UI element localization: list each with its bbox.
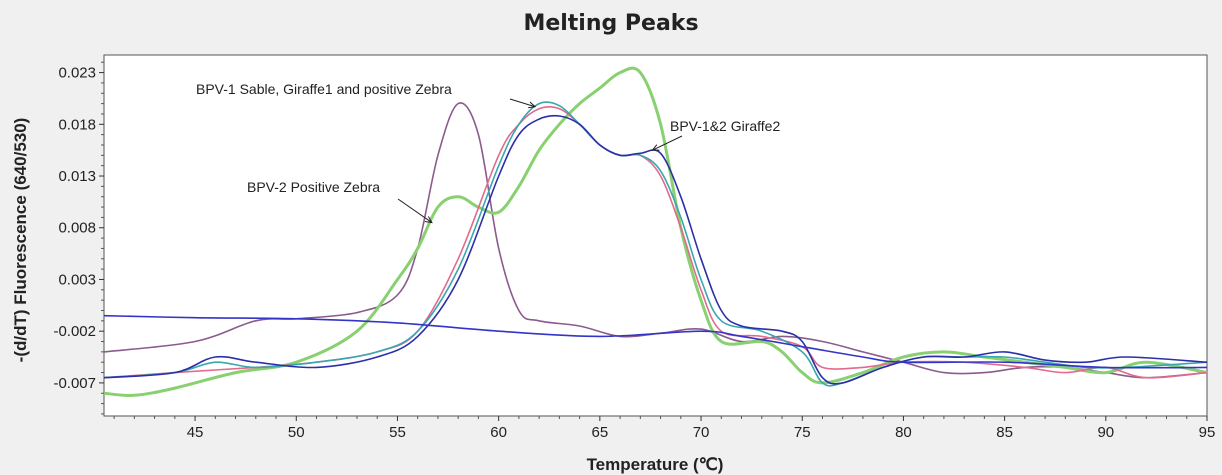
annotation-arrow bbox=[652, 135, 683, 151]
x-axis-title: Temperature (℃) bbox=[587, 455, 724, 474]
y-axis-title: -(d/dT) Fluorescence (640/530) bbox=[11, 118, 30, 363]
annotation-label: BPV-1 Sable, Giraffe1 and positive Zebra bbox=[196, 81, 452, 97]
annotation-label: BPV-2 Positive Zebra bbox=[247, 179, 380, 195]
x-tick-label: 80 bbox=[895, 424, 912, 441]
annotation-arrow bbox=[397, 198, 433, 223]
y-tick-label: 0.023 bbox=[58, 65, 96, 82]
annotation-label: BPV-1&2 Giraffe2 bbox=[670, 118, 780, 134]
x-tick-label: 50 bbox=[288, 424, 305, 441]
x-axis: 45 50 55 60 65 70 75 80 85 90 95 bbox=[113, 416, 1216, 441]
y-tick-label: -0.007 bbox=[53, 375, 96, 392]
y-tick-label: -0.002 bbox=[53, 323, 96, 340]
annotations-group: BPV-1 Sable, Giraffe1 and positive Zebra… bbox=[196, 81, 780, 224]
annotation-arrow bbox=[509, 98, 536, 108]
y-axis: -0.007 -0.002 0.003 0.008 0.013 0.018 0.023 bbox=[53, 61, 104, 415]
series-line-6 bbox=[103, 314, 1208, 369]
x-tick-label: 70 bbox=[693, 424, 710, 441]
x-tick-label: 75 bbox=[794, 424, 811, 441]
annotation-arrowhead bbox=[651, 144, 660, 151]
annotation-arrowhead bbox=[424, 216, 433, 224]
x-tick-label: 55 bbox=[389, 424, 406, 441]
x-tick-label: 45 bbox=[187, 424, 204, 441]
x-tick-label: 85 bbox=[996, 424, 1013, 441]
series-line-2 bbox=[103, 66, 1208, 397]
series-line-5 bbox=[103, 114, 1208, 385]
annotation-arrowhead bbox=[528, 101, 537, 109]
x-tick-label: 90 bbox=[1097, 424, 1114, 441]
x-tick-label: 60 bbox=[490, 424, 507, 441]
y-tick-label: 0.008 bbox=[58, 220, 96, 237]
y-tick-label: 0.003 bbox=[58, 271, 96, 288]
chart-title: Melting Peaks bbox=[523, 11, 698, 36]
x-tick-label: 65 bbox=[592, 424, 609, 441]
x-tick-label: 95 bbox=[1199, 424, 1216, 441]
y-tick-label: 0.013 bbox=[58, 168, 96, 185]
series-group bbox=[103, 66, 1208, 397]
y-tick-label: 0.018 bbox=[58, 116, 96, 133]
